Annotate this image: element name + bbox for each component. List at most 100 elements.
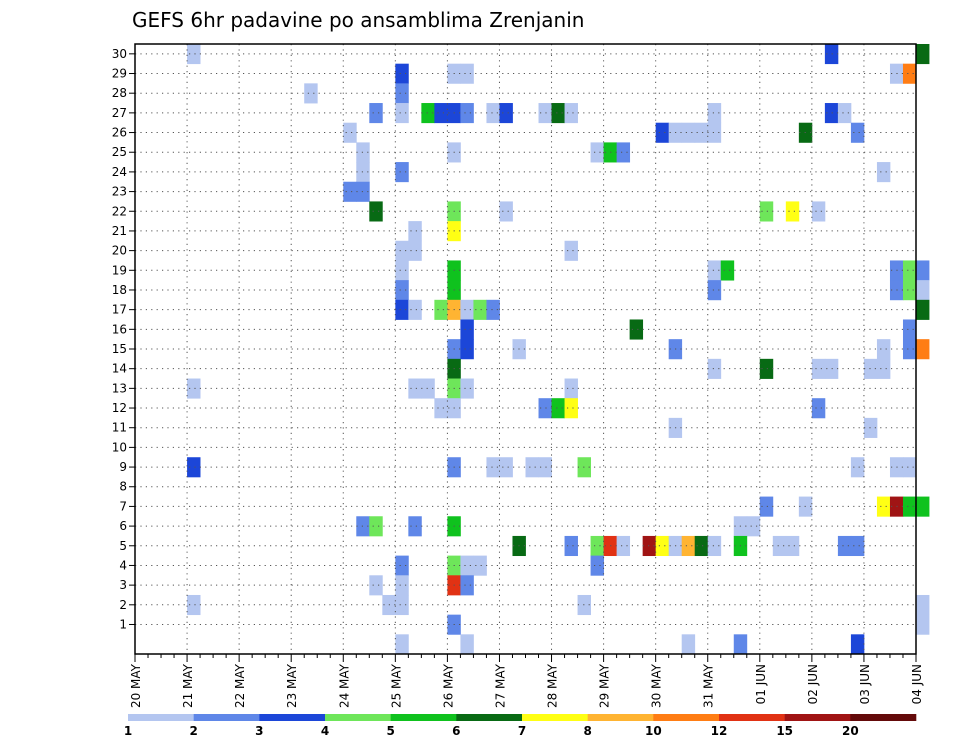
cell <box>395 555 409 576</box>
cell <box>902 260 917 281</box>
y-tick-label: 7 <box>119 499 127 513</box>
x-tick-label: 22 MAY <box>233 663 247 708</box>
cell <box>460 103 474 124</box>
cell <box>460 378 474 399</box>
cell <box>525 457 539 478</box>
y-tick-label: 23 <box>112 185 127 199</box>
cell <box>837 535 852 557</box>
x-tick-label: 01 JUN <box>754 664 768 704</box>
cell <box>916 260 930 281</box>
y-tick-label: 26 <box>112 126 127 140</box>
cell <box>902 63 917 84</box>
cell <box>434 103 448 124</box>
cell <box>187 457 201 478</box>
colorbar-segment <box>850 714 917 721</box>
cell <box>916 44 930 65</box>
cell <box>916 280 930 301</box>
cell <box>551 398 565 419</box>
x-tick-label: 29 MAY <box>598 663 612 708</box>
colorbar-label: 2 <box>189 724 197 738</box>
cell <box>538 103 552 124</box>
cell <box>850 457 865 478</box>
colorbar: 1 2 3 4 5 6 7 8 10 12 15 20 <box>124 714 917 738</box>
cell <box>473 299 487 320</box>
cell <box>707 260 722 281</box>
cell <box>486 299 500 320</box>
y-tick-label: 17 <box>112 303 127 317</box>
cell <box>811 398 826 419</box>
cell <box>408 299 422 320</box>
y-tick-label: 30 <box>112 47 127 61</box>
cell <box>837 103 852 124</box>
y-tick-label: 20 <box>112 244 127 258</box>
cell <box>408 240 422 261</box>
cell <box>863 417 878 438</box>
y-tick-label: 14 <box>112 362 127 376</box>
cell <box>395 240 409 261</box>
cell <box>681 122 696 143</box>
colorbar-segment <box>653 714 720 721</box>
cell <box>369 516 383 537</box>
cell <box>395 280 409 301</box>
cell <box>564 378 578 399</box>
x-tick-label: 30 MAY <box>650 663 664 708</box>
x-tick-label: 28 MAY <box>546 663 560 708</box>
cell <box>811 358 826 379</box>
cell <box>785 535 800 557</box>
cell <box>616 535 631 557</box>
y-tick-label: 13 <box>112 381 127 395</box>
colorbar-label: 20 <box>842 724 859 738</box>
y-tick-label: 24 <box>112 165 127 179</box>
cell <box>343 181 357 202</box>
cell <box>460 299 474 320</box>
cell <box>707 358 722 379</box>
cell <box>343 122 357 143</box>
cell <box>538 398 552 419</box>
cell <box>395 103 409 124</box>
colorbar-segment <box>719 714 785 721</box>
y-axis: 1234567891011121314151617181920212223242… <box>112 47 135 631</box>
cell <box>850 122 865 143</box>
colorbar-label: 15 <box>776 724 793 738</box>
cell <box>460 634 474 655</box>
cell <box>902 339 917 360</box>
cell <box>863 358 878 379</box>
cell <box>824 44 839 65</box>
cell <box>408 516 422 537</box>
colorbar-segment <box>325 714 391 721</box>
cell <box>187 44 201 65</box>
cell <box>395 634 409 655</box>
cell <box>395 83 409 104</box>
y-tick-label: 4 <box>119 558 127 572</box>
cell <box>785 201 800 222</box>
y-tick-label: 3 <box>119 578 127 592</box>
grid-layer <box>135 44 916 654</box>
y-tick-label: 21 <box>112 224 127 238</box>
cell <box>408 378 422 399</box>
y-tick-label: 27 <box>112 106 127 120</box>
colorbar-label: 6 <box>452 724 460 738</box>
cell <box>916 496 930 517</box>
cells-layer <box>187 44 930 655</box>
cell <box>408 221 422 242</box>
cell <box>590 535 604 557</box>
y-tick-label: 10 <box>112 440 127 454</box>
cell <box>564 398 578 419</box>
colorbar-label: 8 <box>583 724 591 738</box>
cell <box>564 535 578 557</box>
x-tick-label: 04 JUN <box>910 664 924 704</box>
cell <box>902 496 917 517</box>
cell <box>916 614 930 635</box>
cell <box>642 535 657 557</box>
cell <box>187 378 201 399</box>
cell <box>850 535 865 557</box>
x-tick-label: 26 MAY <box>441 663 455 708</box>
x-tick-label: 02 JUN <box>806 664 820 704</box>
cell <box>707 103 722 124</box>
cell <box>616 142 631 163</box>
cell <box>590 142 604 163</box>
x-tick-label: 20 MAY <box>129 663 143 708</box>
cell <box>916 339 930 360</box>
cell <box>824 103 839 124</box>
